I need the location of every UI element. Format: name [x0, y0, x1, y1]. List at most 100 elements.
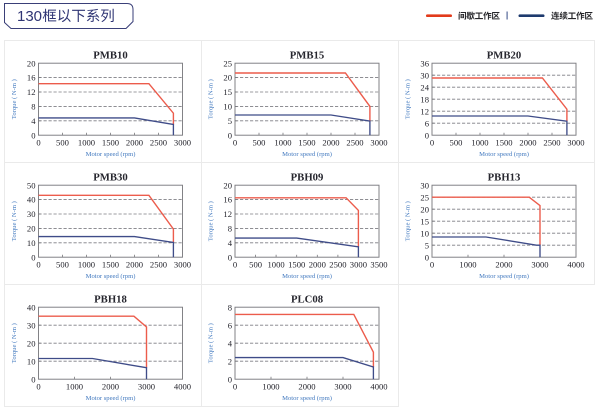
- svg-text:3000: 3000: [350, 259, 367, 269]
- svg-text:5: 5: [228, 116, 232, 126]
- svg-text:2500: 2500: [543, 137, 560, 147]
- svg-text:500: 500: [56, 259, 69, 269]
- svg-text:20: 20: [27, 58, 36, 68]
- svg-text:0: 0: [425, 130, 429, 140]
- svg-text:10: 10: [420, 228, 429, 238]
- svg-text:500: 500: [450, 137, 463, 147]
- svg-text:25: 25: [420, 192, 429, 202]
- svg-text:Torque ( N-m ): Torque ( N-m ): [11, 201, 18, 241]
- svg-text:20: 20: [420, 204, 429, 214]
- svg-text:1000: 1000: [471, 137, 488, 147]
- svg-text:30: 30: [27, 320, 36, 330]
- svg-text:130: 130: [17, 8, 42, 25]
- svg-text:2000: 2000: [298, 381, 315, 391]
- svg-text:PBH18: PBH18: [94, 293, 127, 305]
- svg-text:10: 10: [27, 356, 36, 366]
- svg-text:2000: 2000: [519, 137, 536, 147]
- svg-text:PMB30: PMB30: [93, 171, 127, 183]
- svg-text:12: 12: [420, 106, 429, 116]
- svg-text:2500: 2500: [329, 259, 346, 269]
- svg-text:6: 6: [228, 320, 233, 330]
- svg-text:20: 20: [223, 180, 232, 190]
- svg-text:30: 30: [420, 180, 429, 190]
- svg-text:1500: 1500: [495, 137, 512, 147]
- svg-text:1000: 1000: [66, 381, 83, 391]
- svg-text:Torque ( N-m ): Torque ( N-m ): [405, 79, 412, 119]
- svg-text:Motor speed (rpm): Motor speed (rpm): [86, 395, 136, 402]
- svg-text:3000: 3000: [138, 381, 155, 391]
- svg-text:2000: 2000: [126, 259, 143, 269]
- svg-text:1500: 1500: [288, 259, 305, 269]
- svg-text:40: 40: [27, 302, 36, 312]
- svg-text:500: 500: [249, 259, 262, 269]
- svg-text:3500: 3500: [370, 259, 387, 269]
- svg-text:0: 0: [425, 252, 429, 262]
- svg-text:1000: 1000: [262, 381, 279, 391]
- svg-text:3000: 3000: [567, 137, 584, 147]
- svg-text:500: 500: [56, 137, 69, 147]
- svg-text:1000: 1000: [459, 259, 476, 269]
- svg-text:PMB10: PMB10: [93, 49, 127, 61]
- svg-text:PLC08: PLC08: [291, 293, 323, 305]
- svg-text:Torque ( N-m ): Torque ( N-m ): [405, 201, 412, 241]
- svg-text:2: 2: [228, 356, 232, 366]
- svg-text:2500: 2500: [150, 259, 167, 269]
- svg-text:1000: 1000: [78, 137, 95, 147]
- svg-text:0: 0: [31, 374, 35, 384]
- svg-text:Motor speed (rpm): Motor speed (rpm): [86, 273, 136, 280]
- svg-text:2500: 2500: [150, 137, 167, 147]
- svg-text:20: 20: [223, 73, 232, 83]
- svg-text:0: 0: [233, 137, 237, 147]
- svg-text:Motor speed (rpm): Motor speed (rpm): [479, 273, 529, 280]
- svg-text:25: 25: [223, 58, 232, 68]
- svg-text:4000: 4000: [370, 381, 387, 391]
- svg-text:Motor speed (rpm): Motor speed (rpm): [86, 151, 136, 158]
- svg-text:0: 0: [228, 130, 232, 140]
- svg-text:4000: 4000: [174, 381, 191, 391]
- svg-text:3000: 3000: [531, 259, 548, 269]
- svg-text:8: 8: [31, 102, 35, 112]
- svg-text:0: 0: [430, 259, 434, 269]
- svg-text:16: 16: [27, 73, 36, 83]
- svg-text:500: 500: [253, 137, 266, 147]
- svg-text:PMB15: PMB15: [290, 49, 324, 61]
- svg-text:2000: 2000: [495, 259, 512, 269]
- svg-text:30: 30: [27, 209, 36, 219]
- svg-text:16: 16: [223, 195, 232, 205]
- svg-text:Motor speed (rpm): Motor speed (rpm): [282, 151, 332, 158]
- svg-text:PMB20: PMB20: [487, 49, 521, 61]
- svg-text:4: 4: [228, 338, 233, 348]
- svg-text:0: 0: [228, 374, 232, 384]
- svg-text:10: 10: [223, 102, 232, 112]
- svg-text:15: 15: [420, 216, 429, 226]
- svg-text:1000: 1000: [268, 259, 285, 269]
- svg-text:12: 12: [27, 87, 36, 97]
- svg-text:1500: 1500: [298, 137, 315, 147]
- svg-text:Torque ( N-m ): Torque ( N-m ): [11, 323, 18, 363]
- svg-text:5: 5: [425, 240, 429, 250]
- svg-text:50: 50: [27, 180, 36, 190]
- svg-text:3000: 3000: [174, 137, 191, 147]
- svg-text:2500: 2500: [346, 137, 363, 147]
- svg-text:2000: 2000: [322, 137, 339, 147]
- svg-text:36: 36: [420, 58, 429, 68]
- svg-text:1500: 1500: [102, 137, 119, 147]
- svg-text:Torque ( N-m ): Torque ( N-m ): [208, 79, 215, 119]
- svg-text:Torque ( N-m ): Torque ( N-m ): [208, 323, 215, 363]
- svg-text:0: 0: [233, 381, 237, 391]
- svg-text:0: 0: [31, 252, 35, 262]
- svg-text:15: 15: [223, 87, 232, 97]
- svg-text:0: 0: [36, 259, 40, 269]
- svg-text:4: 4: [228, 238, 233, 248]
- svg-text:24: 24: [420, 82, 429, 92]
- svg-text:1000: 1000: [78, 259, 95, 269]
- svg-text:PBH13: PBH13: [488, 171, 521, 183]
- svg-text:8: 8: [228, 224, 232, 234]
- svg-text:3000: 3000: [370, 137, 387, 147]
- svg-text:Torque ( N-m ): Torque ( N-m ): [208, 201, 215, 241]
- svg-text:4000: 4000: [567, 259, 584, 269]
- svg-text:2000: 2000: [309, 259, 326, 269]
- svg-text:0: 0: [31, 130, 35, 140]
- svg-text:0: 0: [233, 259, 237, 269]
- svg-text:6: 6: [425, 118, 430, 128]
